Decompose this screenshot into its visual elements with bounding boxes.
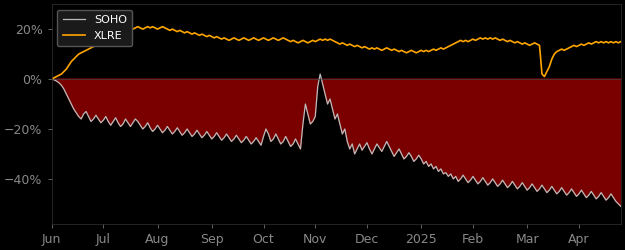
Legend: SOHO, XLRE: SOHO, XLRE	[57, 10, 132, 46]
XLRE	[99, 40, 107, 43]
SOHO	[316, 72, 324, 76]
SOHO	[127, 125, 134, 128]
XLRE	[48, 78, 56, 80]
SOHO	[48, 78, 56, 80]
SOHO	[99, 119, 107, 122]
Line: SOHO: SOHO	[52, 74, 621, 206]
XLRE	[198, 32, 206, 35]
XLRE	[228, 38, 235, 40]
SOHO	[602, 198, 610, 202]
XLRE	[617, 40, 624, 43]
SOHO	[196, 132, 203, 136]
XLRE	[127, 29, 134, 32]
XLRE	[94, 42, 102, 45]
SOHO	[94, 118, 102, 120]
XLRE	[134, 25, 142, 28]
SOHO	[225, 136, 232, 139]
Line: XLRE: XLRE	[52, 27, 621, 79]
XLRE	[602, 40, 610, 43]
SOHO	[617, 205, 624, 208]
